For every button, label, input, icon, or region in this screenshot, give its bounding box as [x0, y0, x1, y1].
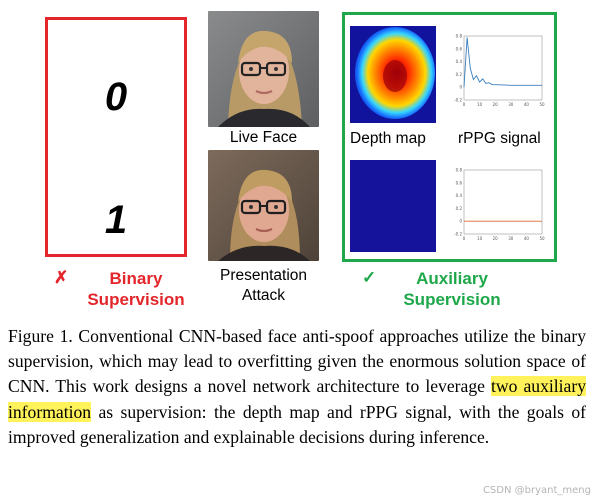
rppg-live-ytick-label: 0.4 [456, 59, 463, 64]
binary-label-zero: 0 [104, 75, 128, 119]
auxiliary-supervision-line1: Auxiliary [416, 269, 488, 288]
rppg-attack-xtick-label: 30 [508, 236, 514, 241]
rppg-attack-xtick-label: 20 [493, 236, 499, 241]
rppg-live-xtick-label: 30 [508, 102, 514, 107]
check-icon: ✓ [362, 268, 377, 287]
caption-text-end: as supervision: the depth map and rPPG s… [8, 401, 586, 447]
rppg-attack-xtick-label: 0 [463, 236, 466, 241]
cross-icon: ✗ [54, 268, 69, 287]
rppg-attack-ytick-label: 0.6 [456, 180, 463, 185]
rppg-attack-ytick-label: 0.2 [456, 206, 463, 211]
binary-supervision-line2: Supervision [87, 290, 185, 309]
rppg-plot-live: 0.80.60.40.20-0.20 10 20 30 40 50 [454, 34, 545, 108]
rppg-signal-label: rPPG signal [458, 130, 541, 147]
depth-map-live [350, 26, 436, 123]
binary-supervision-line1: Binary [109, 269, 163, 288]
rppg-live-xtick-label: 40 [524, 102, 530, 107]
rppg-attack-plot-frame [463, 169, 543, 235]
rppg-attack-ytick-label: -0.2 [454, 232, 462, 237]
binary-supervision-box: 0 1 [45, 17, 187, 257]
presentation-attack-caption: Presentation Attack [200, 266, 327, 306]
presentation-attack-photo [208, 150, 319, 261]
depth-map-label: Depth map [350, 130, 426, 147]
rppg-attack-ytick-label: 0 [459, 219, 462, 224]
rppg-live-xtick-label: 0 [463, 102, 466, 107]
rppg-attack-ytick-label: 0.8 [456, 168, 463, 173]
rppg-attack-xtick-label: 40 [524, 236, 530, 241]
rppg-live-ytick-label: 0.2 [456, 72, 463, 77]
rppg-live-xtick-label: 20 [493, 102, 499, 107]
watermark: CSDN @bryant_meng [482, 485, 591, 496]
rppg-attack-xtick-label: 10 [477, 236, 483, 241]
live-face-photo [208, 11, 319, 127]
rppg-attack-ytick-label: 0.4 [456, 193, 463, 198]
rppg-attack-xtick-label: 50 [539, 236, 545, 241]
depth-map-attack [350, 160, 436, 252]
binary-label-one: 1 [104, 198, 128, 242]
auxiliary-supervision-label: Auxiliary Supervision [382, 268, 522, 310]
attack-caption-line2: Attack [241, 287, 286, 304]
rppg-plot-attack: 0.80.60.40.20-0.20 10 20 30 40 50 [454, 168, 545, 242]
binary-supervision-label: Binary Supervision [66, 268, 206, 310]
rppg-live-xtick-label: 50 [539, 102, 545, 107]
auxiliary-supervision-box [342, 12, 557, 262]
auxiliary-supervision-line2: Supervision [403, 290, 501, 309]
rppg-live-ytick-label: 0.6 [456, 46, 463, 51]
live-face-caption: Live Face [229, 129, 298, 146]
rppg-live-ytick-label: 0 [459, 85, 462, 90]
rppg-live-series-line [463, 37, 542, 88]
attack-caption-line1: Presentation [219, 267, 308, 284]
rppg-live-ytick-label: 0.8 [456, 34, 463, 39]
rppg-live-xtick-label: 10 [477, 102, 483, 107]
caption-text-start: Figure 1. Conventional CNN-based face an… [8, 326, 586, 397]
rppg-live-ytick-label: -0.2 [454, 98, 462, 103]
figure-caption: Figure 1. Conventional CNN-based face an… [8, 324, 586, 450]
rppg-live-plot-frame [463, 35, 543, 101]
